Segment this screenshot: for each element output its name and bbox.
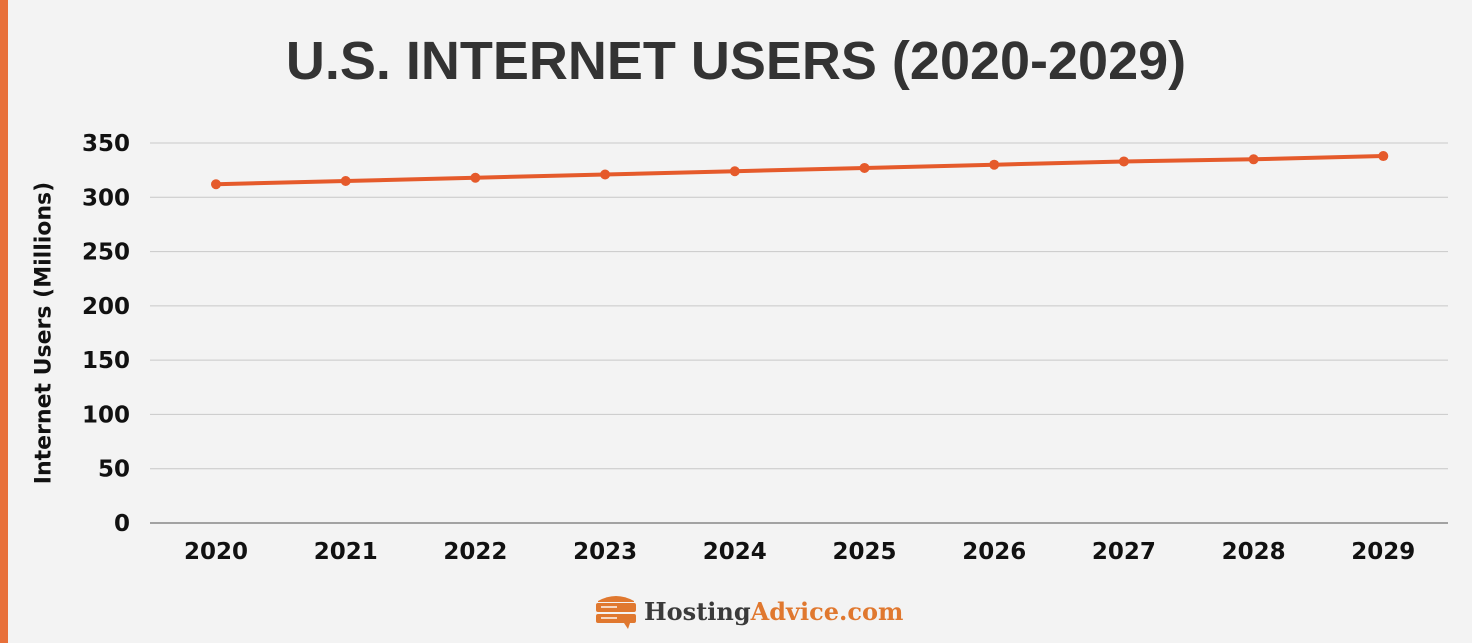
y-tick-label: 50 [98,457,130,483]
data-point [600,169,611,180]
y-tick-label: 0 [114,511,130,537]
data-point [470,172,481,183]
x-tick-label: 2027 [1092,539,1156,565]
logo-text-hosting: Hosting [644,596,751,626]
series-line [215,154,1384,187]
y-tick-label: 100 [82,402,130,428]
y-tick-label: 250 [82,240,130,266]
x-tick-label: 2023 [573,539,637,565]
data-point [859,162,870,173]
logo-text-advice: Advice.com [750,596,904,626]
data-point [1378,151,1389,162]
x-tick-label: 2024 [703,539,767,565]
x-tick-label: 2025 [832,539,896,565]
x-tick-label: 2029 [1351,539,1415,565]
x-tick-label: 2020 [184,539,248,565]
y-tick-label: 150 [82,348,130,374]
accent-bar [0,0,8,643]
data-point [1118,156,1129,167]
chart-title: U.S. INTERNET USERS (2020-2029) [285,31,1187,91]
data-point [211,179,221,190]
y-tick-label: 200 [82,294,130,320]
server-logo-icon [596,596,636,629]
y-tick-label: 350 [82,131,130,157]
data-point [989,159,1000,170]
x-tick-label: 2022 [443,539,507,565]
y-tick-label: 300 [82,185,130,211]
data-point [729,166,740,177]
x-tick-label: 2028 [1222,539,1286,565]
hostingadvice-logo: HostingAdvice.com [594,593,903,629]
x-tick-label: 2021 [314,539,378,565]
x-tick-label: 2026 [962,539,1026,565]
data-point [340,176,351,186]
data-point [1248,154,1259,165]
